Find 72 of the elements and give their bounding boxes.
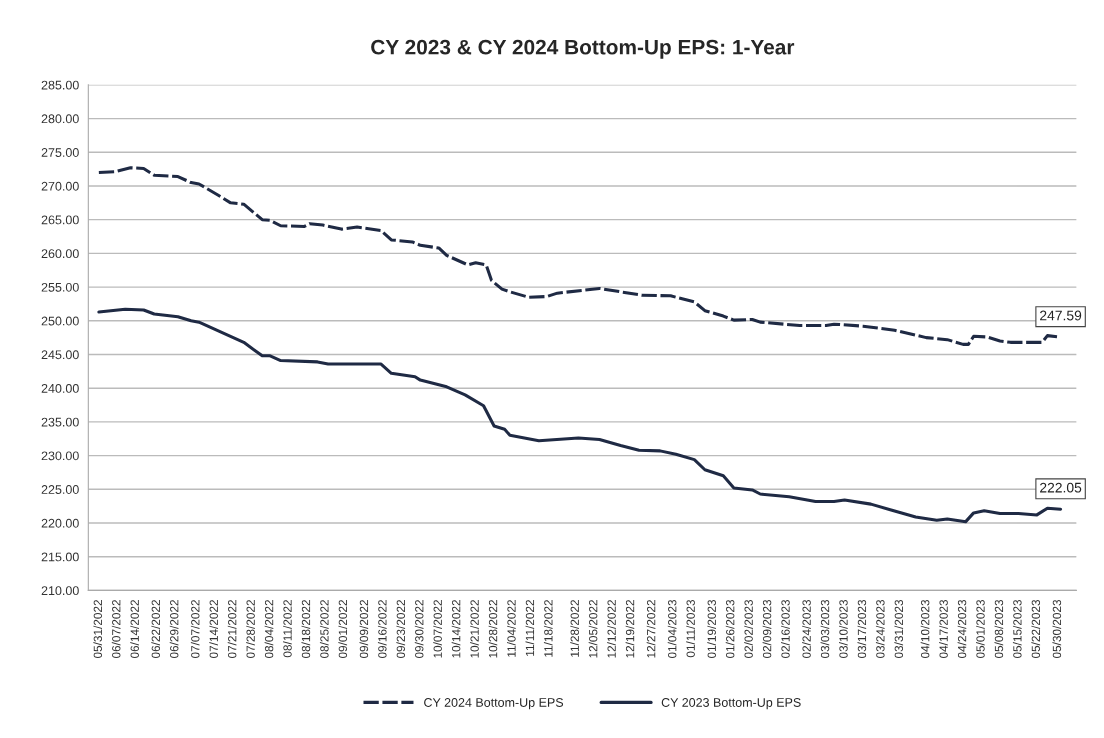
x-tick-label: 03/31/2023 [894,599,904,659]
x-tick-label: 01/19/2023 [707,599,716,659]
x-tick-label: 01/04/2023 [667,599,677,659]
x-tick-label: 10/28/2022 [488,600,498,658]
x-tick-label: 11/18/2022 [543,600,553,657]
y-tick-label: 215.00 [41,552,79,562]
x-tick-label: 07/14/2022 [209,600,218,659]
x-tick-label: 12/27/2022 [646,600,656,658]
x-tick-label: 07/28/2022 [246,600,255,659]
y-tick-label: 210.00 [41,586,79,596]
x-tick-label: 11/04/2022 [507,600,516,657]
x-tick-label: 03/24/2023 [875,599,885,659]
x-tick-label: 05/30/2023 [1052,599,1062,659]
x-tick-label: 05/15/2023 [1012,599,1022,659]
x-tick-label: 10/21/2022 [470,600,479,658]
x-tick-label: 03/10/2023 [839,599,848,659]
y-tick-label: 260.00 [41,249,79,259]
annotation: 247.59 [1040,310,1082,321]
x-tick-label: 02/24/2023 [802,599,811,659]
y-tick-label: 245.00 [41,350,79,360]
x-tick-label: 09/30/2022 [414,600,424,659]
legend-label: CY 2023 Bottom-Up EPS [661,698,801,710]
x-tick-label: 08/18/2022 [301,600,311,659]
y-tick-label: 255.00 [41,282,79,292]
x-tick-label: 06/29/2022 [169,600,179,659]
x-tick-label: 05/01/2023 [976,599,985,659]
x-tick-label: 01/11/2023 [686,599,695,658]
x-tick-label: 08/25/2022 [319,600,329,659]
x-tick-label: 07/21/2022 [227,600,237,659]
x-tick-label: 05/22/2023 [1031,599,1041,659]
y-tick-label: 240.00 [41,383,79,393]
x-tick-label: 11/11/2022 [525,600,535,656]
y-tick-label: 275.00 [41,148,79,157]
x-tick-label: 09/01/2022 [338,600,348,659]
x-tick-label: 03/03/2023 [820,599,830,659]
y-tick-label: 220.00 [41,518,79,528]
x-tick-label: 09/09/2022 [359,600,369,659]
x-tick-label: 05/08/2023 [994,599,1004,659]
x-tick-label: 04/10/2023 [920,599,930,659]
x-tick-label: 06/22/2022 [151,600,160,659]
x-tick-label: 10/07/2022 [433,600,442,658]
x-tick-label: 09/23/2022 [396,600,406,659]
x-tick-label: 12/19/2022 [625,600,635,658]
x-tick-label: 02/09/2023 [762,599,772,659]
chart-title: CY 2023 & CY 2024 Bottom-Up EPS: 1-Year [371,39,795,59]
x-tick-label: 08/11/2022 [283,600,292,658]
y-tick-label: 250.00 [41,316,79,326]
x-tick-label: 04/17/2023 [939,599,948,659]
x-tick-label: 03/17/2023 [857,599,867,659]
x-tick-label: 06/14/2022 [130,600,139,659]
x-tick-label: 07/07/2022 [190,600,200,659]
x-tick-label: 01/26/2023 [725,599,735,659]
x-tick-label: 11/28/2022 [570,600,579,657]
y-tick-label: 265.00 [41,215,79,225]
x-tick-label: 08/04/2022 [264,600,274,659]
x-tick-label: 06/07/2022 [111,600,121,659]
x-tick-label: 12/05/2022 [588,600,598,658]
x-tick-label: 02/16/2023 [781,599,790,659]
legend-label: CY 2024 Bottom-Up EPS [424,698,564,710]
annotation: 222.05 [1040,482,1082,493]
y-tick-label: 270.00 [41,181,79,191]
y-tick-label: 285.00 [41,80,79,90]
y-tick-label: 225.00 [41,485,79,494]
x-tick-label: 10/14/2022 [451,600,461,658]
y-tick-label: 280.00 [41,114,79,124]
x-tick-label: 05/31/2022 [93,600,103,659]
x-tick-label: 04/24/2023 [957,599,967,659]
y-tick-label: 235.00 [41,417,79,427]
x-tick-label: 02/02/2023 [744,599,753,659]
x-tick-label: 09/16/2022 [377,600,387,659]
x-tick-label: 12/12/2022 [607,600,616,658]
y-tick-label: 230.00 [41,451,79,461]
